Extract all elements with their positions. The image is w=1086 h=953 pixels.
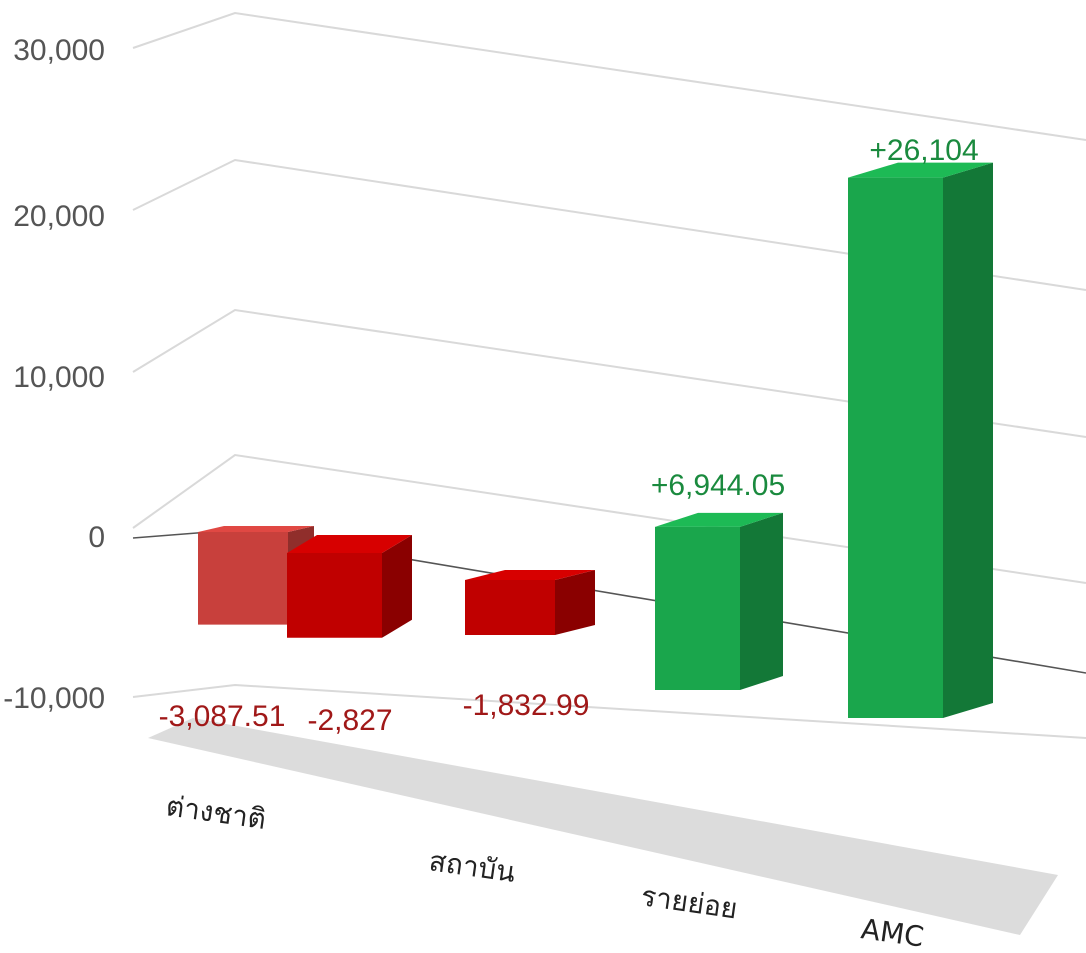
bar-top — [848, 162, 993, 178]
category-label: ต่างชาติ — [164, 789, 268, 836]
bar-top — [287, 535, 412, 553]
grid-line — [132, 683, 1086, 739]
value-label: +26,104 — [869, 134, 978, 167]
bars — [198, 162, 993, 718]
bar — [287, 535, 412, 638]
category-label: สถาบัน — [427, 844, 517, 889]
chart-floor — [148, 718, 1058, 935]
y-tick-label: 0 — [88, 521, 105, 554]
bar-top — [198, 526, 314, 532]
grid-line — [132, 11, 1086, 141]
bar-top — [465, 570, 595, 580]
grid-line — [132, 308, 1086, 438]
y-tick-label: 10,000 — [13, 361, 105, 394]
y-tick-label: 20,000 — [13, 200, 105, 233]
bar — [848, 162, 993, 718]
bar-top — [655, 512, 783, 527]
bar-front — [465, 580, 555, 635]
value-label: +6,944.05 — [651, 469, 785, 502]
bar-side — [740, 512, 783, 690]
value-label: -3,087.51 — [159, 700, 286, 733]
bar-side — [382, 535, 412, 638]
category-label: รายย่อย — [639, 879, 739, 925]
bar-front — [655, 526, 740, 690]
y-axis: 30,000 20,000 10,000 0 -10,000 — [3, 34, 105, 715]
bar-side — [555, 570, 595, 635]
value-labels: -3,087.51 -2,827 -1,832.99 +6,944.05 +26… — [159, 134, 979, 737]
bar-front — [848, 177, 943, 718]
grid-line — [132, 453, 1086, 584]
value-label: -2,827 — [307, 704, 392, 737]
bar-front — [198, 532, 288, 625]
value-label: -1,832.99 — [463, 689, 590, 722]
bar-side — [943, 162, 993, 718]
y-tick-label: -10,000 — [3, 682, 105, 715]
bar — [655, 512, 783, 690]
category-label: AMC — [859, 912, 926, 953]
y-tick-label: 30,000 — [13, 34, 105, 67]
bar — [465, 570, 595, 635]
grid-line — [132, 158, 1086, 291]
bar-front — [287, 553, 382, 638]
